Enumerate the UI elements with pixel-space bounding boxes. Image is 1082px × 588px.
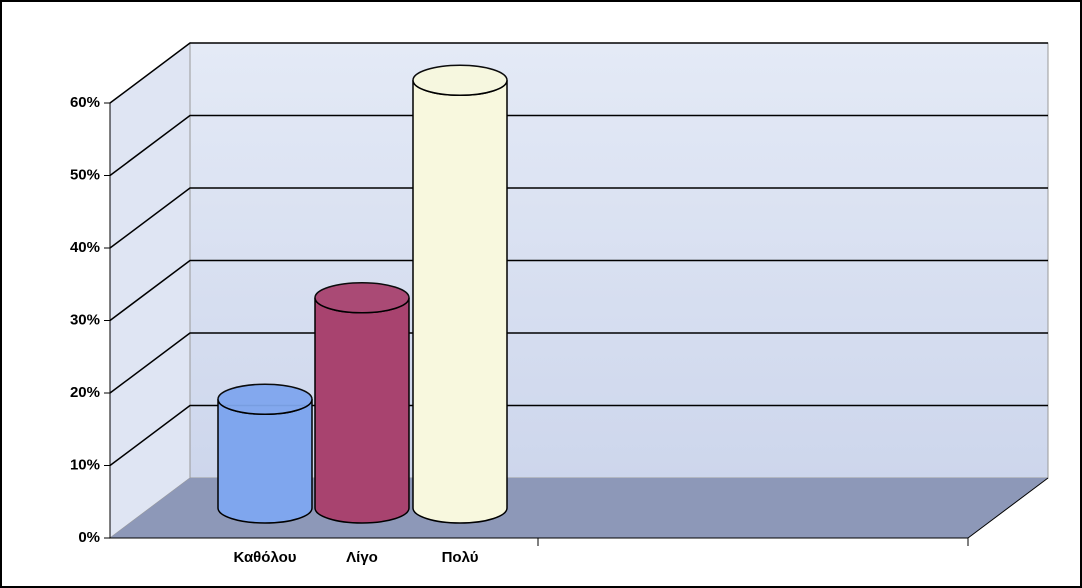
grid-line [109,332,1048,394]
bar [314,297,410,524]
bar [217,399,313,524]
y-tick-label: 0% [78,529,100,546]
x-tick-label: Πολύ [442,549,479,566]
x-tick-label: Λίγο [346,549,378,566]
grid-line [109,404,1048,467]
y-tick-label: 10% [70,456,100,473]
bar-top [314,282,410,314]
floor-edge [967,477,1049,539]
y-tick-label: 40% [70,239,100,256]
grid-line [109,259,1048,322]
y-tick-label: 20% [70,384,100,401]
x-tick-label: Καθόλου [233,549,296,566]
bar-top [412,64,508,96]
grid-line [109,42,1048,104]
bar [412,80,508,524]
grid-line [109,187,1048,249]
y-tick-label: 60% [70,94,100,111]
grid-line [109,114,1048,177]
bar-top [217,383,313,415]
y-tick-label: 30% [70,311,100,328]
y-tick-label: 50% [70,166,100,183]
